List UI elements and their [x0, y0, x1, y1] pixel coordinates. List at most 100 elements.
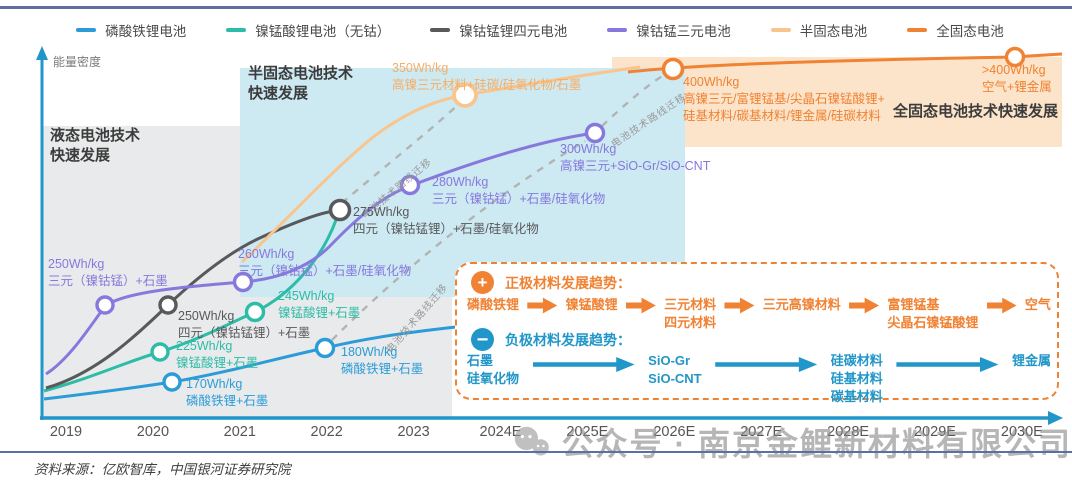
y-axis-arrow-icon	[36, 46, 48, 60]
region-label-semi-line2: 快速发展	[248, 85, 309, 103]
point-materials: 磷酸铁锂+石墨	[341, 361, 424, 376]
data-point	[661, 57, 685, 81]
chart-legend: 磷酸铁锂电池 镍锰酸锂电池（无钴） 镍钴锰锂四元电池 镍钴锰三元电池 半固态电池 全固态电…	[40, 20, 1040, 40]
trend-step: 三元高镍材料	[763, 296, 841, 314]
migration-dashed-line-2	[331, 139, 586, 341]
trend-step-line: 硅氧化物	[467, 370, 520, 386]
data-point	[244, 301, 266, 323]
legend-item: 半固态电池	[770, 20, 867, 40]
point-value: 260Wh/kg	[238, 247, 295, 261]
anode-trend-row: 石墨硅氧化物 SiO-Gr SiO-CNT 硅碳材料 硅基材料 碳基材料 锂金属	[467, 352, 1051, 406]
trend-step-line: SiO-CNT	[648, 370, 702, 386]
anode-trend-title-row: − 负极材料发展趋势：	[471, 328, 631, 351]
point-materials: 四元（镍钴锰锂）+石墨/硅氧化物	[353, 221, 539, 236]
data-point	[399, 174, 421, 196]
migration-dashed-line-3	[601, 73, 665, 127]
data-point	[328, 198, 352, 222]
legend-swatch-icon	[607, 28, 628, 32]
data-point	[314, 337, 336, 359]
trend-step-line: 三元材料	[664, 297, 717, 312]
data-point	[158, 295, 178, 315]
point-label-250-quaternary: 250Wh/kg 四元（镍钴锰锂）+石墨	[178, 308, 310, 342]
legend-item: 镍锰酸锂电池（无钴）	[226, 20, 390, 40]
point-materials: 三元（镍钴锰）+石墨/硅氧化物	[432, 191, 606, 206]
bottom-border-line	[0, 451, 1072, 453]
legend-swatch-icon	[907, 28, 928, 32]
trend-step-line: 三元高镍材料	[762, 297, 841, 312]
trend-step-line: 锂金属	[1011, 353, 1051, 368]
region-label-liquid-line1: 液态电池技术	[50, 127, 141, 144]
trend-step-line: 富锂锰基	[887, 297, 940, 312]
point-label-260: 260Wh/kg 三元（镍钴锰）+石墨/硅氧化物	[238, 246, 411, 280]
trend-step: 磷酸铁锂	[467, 296, 519, 314]
data-point	[95, 295, 115, 315]
curve-lfp	[43, 325, 457, 401]
point-materials: 高镍三元材料+硅碳/硅氧化物/石墨	[392, 77, 582, 92]
point-materials: 三元（镍钴锰）+石墨/硅氧化物	[238, 263, 412, 278]
trend-step-line: 石墨	[467, 353, 494, 368]
region-label-solid: 全固态电池技术快速发展	[892, 103, 1058, 120]
top-border-line	[0, 6, 1072, 9]
x-tick-label: 2029E	[914, 424, 956, 440]
data-point	[162, 372, 182, 392]
legend-item: 全固态电池	[907, 20, 1004, 40]
curve-semi-solid	[240, 65, 641, 264]
data-point	[232, 271, 254, 293]
data-point	[1004, 46, 1026, 68]
trend-step: 硅碳材料 硅基材料 碳基材料	[831, 352, 883, 406]
trend-step: 石墨 硅氧化物	[467, 352, 519, 388]
trend-step-line: 镍锰酸锂	[565, 297, 618, 312]
point-value: 180Wh/kg	[341, 345, 398, 359]
point-label-300: 300Wh/kg 高镍三元+SiO-Gr/SiO-CNT	[560, 141, 710, 175]
legend-swatch-icon	[770, 28, 791, 32]
data-point	[150, 342, 170, 362]
trend-step: 镍锰酸锂	[566, 296, 618, 314]
arrow-right-icon	[625, 297, 656, 314]
x-tick-label: 2027E	[740, 424, 783, 440]
point-label-170: 170Wh/kg 磷酸铁锂+石墨	[186, 376, 268, 410]
point-label-280: 280Wh/kg 三元（镍钴锰）+石墨/硅氧化物	[432, 174, 605, 208]
arrow-right-icon	[896, 357, 999, 372]
point-materials: 镍锰酸锂+石墨	[176, 355, 259, 370]
point-label-180: 180Wh/kg 磷酸铁锂+石墨	[341, 344, 423, 378]
legend-item: 磷酸铁锂电池	[76, 20, 186, 40]
point-label-over-400: >400Wh/kg 空气+锂金属	[982, 62, 1052, 96]
legend-swatch-icon	[76, 28, 97, 32]
point-materials: 四元（镍钴锰锂）+石墨	[178, 325, 311, 340]
curve-all-solid	[627, 52, 1063, 74]
point-value: 350Wh/kg	[392, 61, 449, 75]
point-materials: 高镍三元+SiO-Gr/SiO-CNT	[560, 158, 711, 173]
point-materials: 磷酸铁锂+石墨	[186, 393, 269, 408]
trend-step-line: 磷酸铁锂	[467, 297, 520, 312]
data-points	[95, 46, 1026, 392]
point-materials: 镍锰酸锂+石墨	[278, 305, 361, 320]
trend-step-line: 尖晶石镍锰酸锂	[887, 314, 979, 330]
legend-label: 全固态电池	[936, 24, 1004, 39]
legend-label: 镍钴锰锂四元电池	[459, 24, 568, 39]
cathode-trend-title: 正极材料发展趋势：	[505, 274, 631, 291]
anode-trend-title: 负极材料发展趋势：	[505, 331, 631, 348]
trend-step-line: SiO-Gr	[648, 353, 691, 368]
legend-swatch-icon	[430, 28, 451, 32]
cathode-trend-title-row: + 正极材料发展趋势：	[471, 271, 631, 294]
x-tick-label: 2022	[310, 424, 343, 440]
x-tick-label: 2024E	[479, 424, 522, 440]
trend-step-line: 硅基材料	[830, 370, 883, 386]
region-label-liquid-line2: 快速发展	[50, 147, 111, 165]
point-value: 275Wh/kg	[353, 205, 410, 219]
point-value: 400Wh/kg	[683, 75, 740, 89]
material-trends-box: + 正极材料发展趋势： 磷酸铁锂 镍锰酸锂 三元材料 四元材料 三元高镍材料 富锂锰基 尖晶…	[455, 262, 1059, 404]
trend-step: 锂金属	[1012, 352, 1051, 370]
point-materials: 高镍三元/富锂锰基/尖晶石镍锰酸锂+	[683, 91, 885, 106]
legend-label: 镍钴锰三元电池	[636, 24, 731, 39]
point-value: >400Wh/kg	[982, 63, 1046, 77]
y-axis-label: 能量密度	[53, 55, 102, 69]
region-label-semi-solid: 半固态电池技术 快速发展	[248, 64, 353, 105]
arrow-right-icon	[532, 357, 635, 372]
arrow-right-icon	[715, 357, 818, 372]
point-value: 245Wh/kg	[278, 289, 335, 303]
migration-dashed-line-1	[341, 102, 461, 204]
curve-quaternary	[45, 209, 335, 390]
arrow-right-icon	[849, 297, 880, 314]
